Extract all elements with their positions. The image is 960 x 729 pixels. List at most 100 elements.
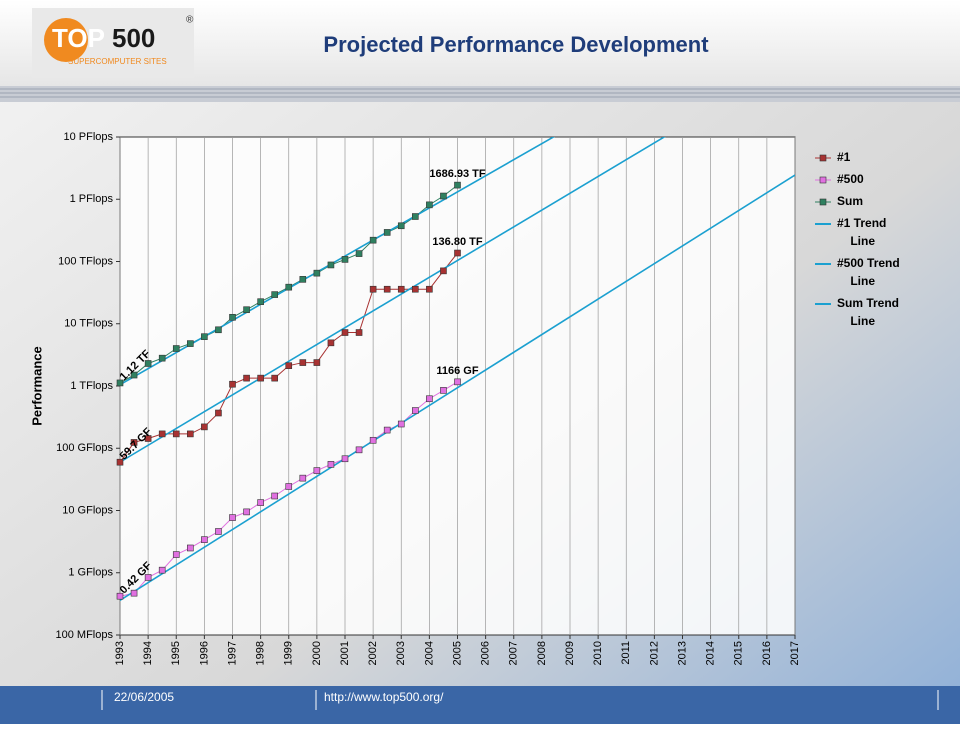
slide-title: Projected Performance Development bbox=[323, 32, 709, 57]
marker bbox=[299, 474, 307, 482]
marker bbox=[412, 285, 419, 293]
marker bbox=[187, 430, 194, 438]
marker bbox=[257, 374, 264, 382]
marker bbox=[229, 313, 236, 321]
x-tick-label: 2010 bbox=[592, 641, 604, 665]
y-tick-label: 1 GFlops bbox=[68, 567, 113, 579]
y-tick-label: 10 PFlops bbox=[63, 131, 113, 143]
marker bbox=[172, 551, 180, 558]
marker bbox=[172, 345, 180, 352]
x-tick-label: 2015 bbox=[733, 641, 745, 665]
marker bbox=[243, 374, 250, 382]
logo-sub: SUPERCOMPUTER SITES bbox=[68, 57, 167, 66]
trend-line bbox=[120, 137, 666, 463]
marker bbox=[454, 249, 461, 257]
legend-label: #1 Trend Line bbox=[837, 216, 886, 248]
marker bbox=[313, 269, 321, 277]
x-tick-label: 1994 bbox=[142, 641, 154, 665]
marker bbox=[158, 566, 166, 574]
logo: TOP 500 ® SUPERCOMPUTER SITES bbox=[32, 8, 194, 78]
x-tick-label: 2006 bbox=[480, 641, 492, 665]
marker bbox=[257, 499, 264, 506]
x-tick-label: 2005 bbox=[451, 641, 463, 665]
x-tick-label: 2014 bbox=[705, 641, 717, 665]
marker bbox=[285, 362, 293, 369]
footer-date: 22/06/2005 bbox=[114, 690, 174, 704]
legend-marker bbox=[819, 176, 827, 184]
logo-top: TOP bbox=[52, 23, 105, 53]
marker bbox=[313, 359, 321, 366]
marker bbox=[327, 261, 335, 269]
x-tick-label: 2009 bbox=[564, 641, 576, 665]
x-tick-label: 2008 bbox=[536, 641, 548, 665]
marker bbox=[243, 306, 250, 314]
marker bbox=[215, 326, 222, 334]
marker bbox=[397, 285, 405, 293]
marker bbox=[144, 574, 152, 581]
marker bbox=[116, 379, 124, 387]
marker bbox=[412, 213, 419, 220]
x-tick-label: 1997 bbox=[226, 641, 238, 665]
marker bbox=[144, 360, 152, 367]
x-tick-label: 2001 bbox=[339, 641, 351, 665]
marker bbox=[440, 387, 447, 394]
marker bbox=[158, 430, 166, 438]
y-tick-label: 10 TFlops bbox=[64, 318, 113, 330]
logo-mark: ® bbox=[186, 15, 194, 26]
marker bbox=[285, 283, 293, 291]
x-tick-label: 2016 bbox=[761, 641, 773, 665]
x-tick-label: 1996 bbox=[198, 641, 210, 665]
marker bbox=[426, 285, 433, 293]
marker bbox=[116, 458, 124, 466]
legend-item: #1 bbox=[815, 150, 851, 164]
marker bbox=[130, 589, 138, 597]
legend-label: Sum Trend Line bbox=[837, 296, 899, 328]
legend-label: #500 Trend Line bbox=[837, 256, 900, 288]
marker bbox=[299, 276, 307, 283]
x-tick-label: 1995 bbox=[170, 641, 182, 665]
y-tick-label: 1 PFlops bbox=[70, 193, 114, 205]
marker bbox=[187, 544, 194, 552]
legend-label: Sum bbox=[837, 194, 863, 208]
x-tick-label: 2007 bbox=[508, 641, 520, 665]
footer-url: http://www.top500.org/ bbox=[324, 690, 444, 704]
marker bbox=[454, 378, 461, 386]
y-tick-label: 1 TFlops bbox=[70, 380, 113, 392]
legend-item: Sum Trend Line bbox=[815, 296, 899, 328]
marker bbox=[426, 395, 433, 403]
marker bbox=[397, 420, 405, 428]
marker bbox=[172, 430, 180, 438]
marker bbox=[271, 374, 278, 382]
marker bbox=[369, 236, 377, 244]
legend-marker bbox=[819, 198, 827, 206]
marker bbox=[355, 329, 363, 336]
marker bbox=[440, 192, 447, 200]
marker bbox=[130, 439, 138, 446]
y-tick-label: 10 GFlops bbox=[62, 504, 113, 516]
x-tick-label: 2004 bbox=[423, 641, 435, 665]
marker bbox=[426, 201, 433, 209]
legend-item: #500 bbox=[815, 172, 864, 186]
marker bbox=[355, 250, 363, 257]
marker bbox=[243, 508, 250, 516]
x-tick-label: 2002 bbox=[367, 641, 379, 665]
x-tick-label: 1998 bbox=[255, 641, 267, 665]
plot: 1993 1994 1995 1996 1997 1998 1999 2000 2001 2002… bbox=[56, 131, 900, 666]
y-axis-title: Performance bbox=[29, 346, 44, 425]
legend-item: #500 Trend Line bbox=[815, 256, 900, 288]
marker bbox=[341, 256, 349, 263]
marker bbox=[201, 536, 208, 543]
y-tick-label: 100 GFlops bbox=[56, 442, 113, 454]
legend-label: #500 bbox=[837, 172, 864, 186]
marker bbox=[201, 333, 208, 340]
x-tick-label: 1993 bbox=[114, 641, 126, 665]
legend-item: Sum bbox=[815, 194, 863, 208]
marker bbox=[257, 298, 264, 306]
marker bbox=[412, 407, 419, 414]
legend-marker bbox=[819, 154, 827, 162]
x-tick-label: 2003 bbox=[395, 641, 407, 665]
marker bbox=[215, 528, 222, 535]
marker bbox=[285, 483, 293, 490]
marker bbox=[299, 359, 307, 366]
marker bbox=[369, 436, 377, 444]
